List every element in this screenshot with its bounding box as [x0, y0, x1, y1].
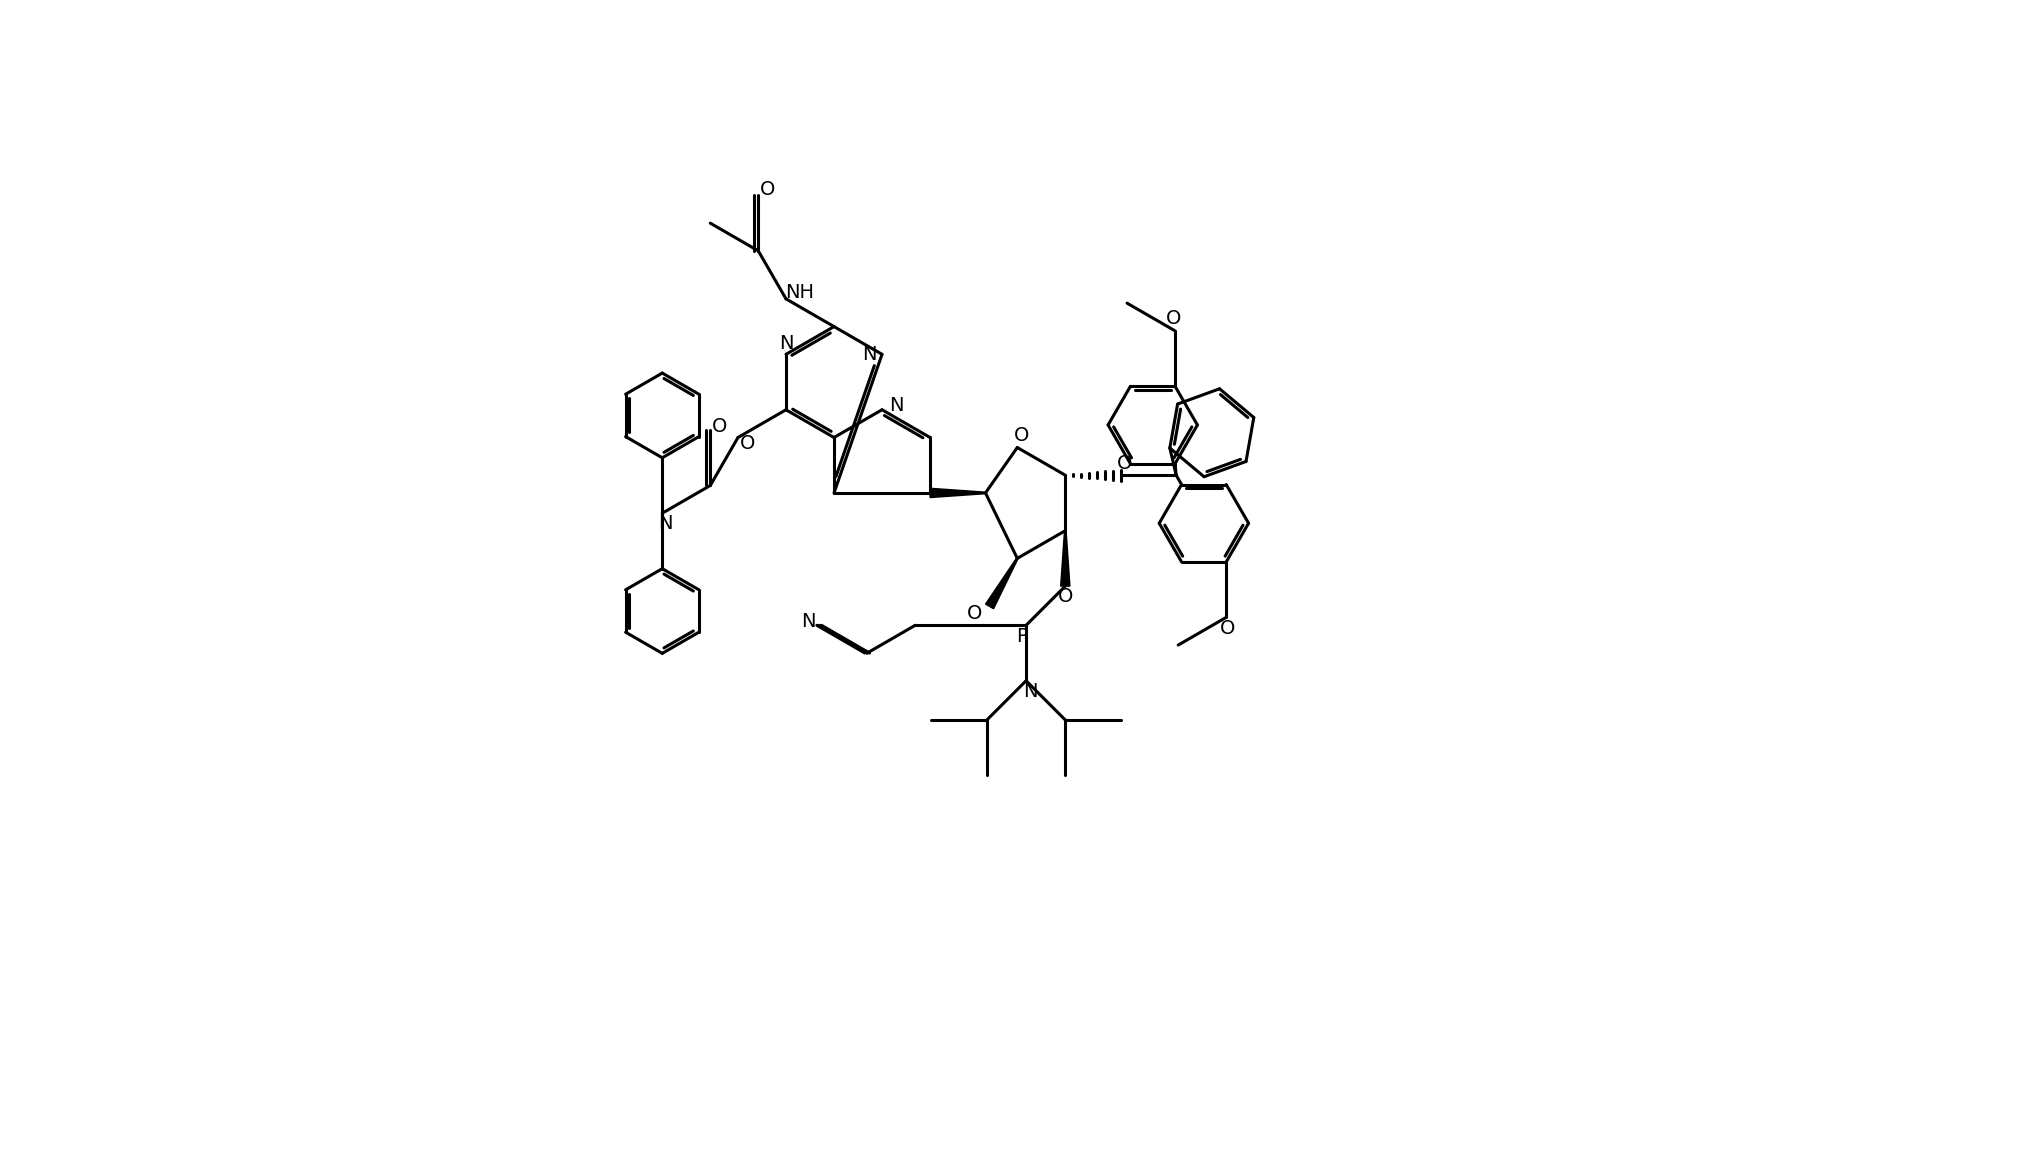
Text: N: N — [1022, 682, 1036, 701]
Text: N: N — [862, 344, 876, 364]
Polygon shape — [1060, 531, 1070, 586]
Text: O: O — [759, 180, 775, 199]
Text: O: O — [1117, 454, 1131, 473]
Text: O: O — [1165, 309, 1181, 328]
Text: N: N — [801, 612, 815, 631]
Text: P: P — [1016, 627, 1028, 645]
Text: O: O — [1220, 618, 1234, 638]
Text: NH: NH — [785, 283, 813, 302]
Text: O: O — [967, 605, 981, 623]
Polygon shape — [985, 558, 1018, 609]
Polygon shape — [931, 488, 985, 497]
Text: O: O — [738, 435, 755, 453]
Text: N: N — [888, 397, 902, 415]
Text: O: O — [1014, 427, 1028, 445]
Text: O: O — [712, 416, 726, 436]
Text: N: N — [657, 514, 672, 533]
Text: N: N — [779, 334, 793, 353]
Text: O: O — [1058, 587, 1072, 607]
